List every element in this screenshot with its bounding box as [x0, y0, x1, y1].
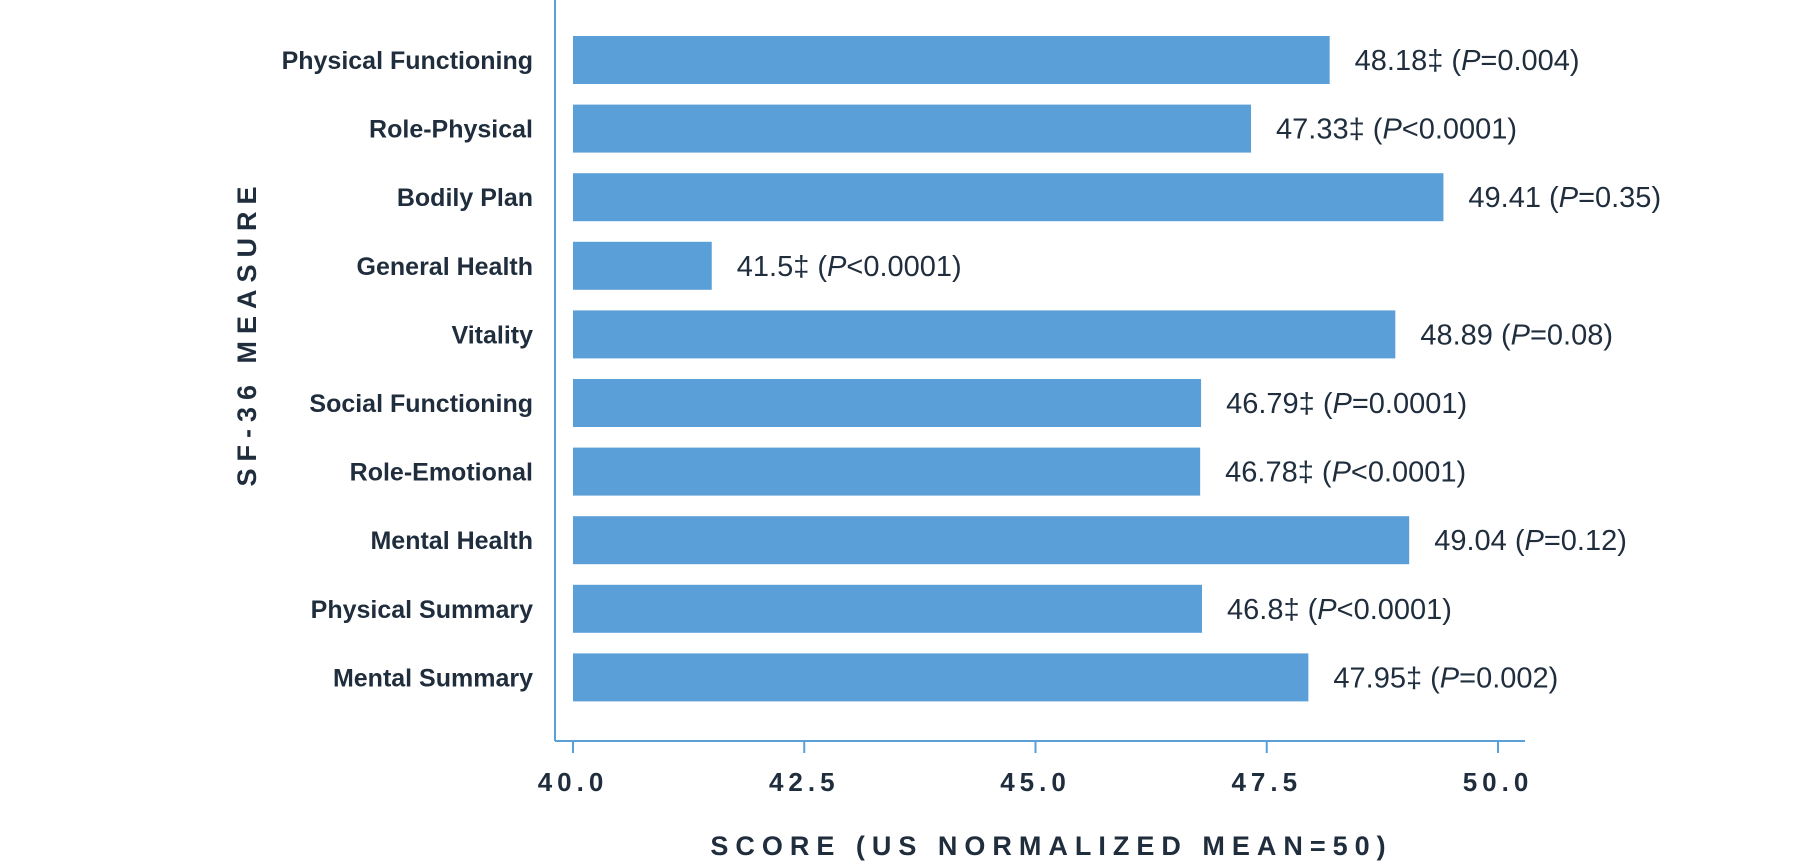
- bar: [573, 241, 712, 290]
- data-label-open: (: [1314, 457, 1332, 489]
- data-label-pvalue: =0.08: [1530, 319, 1603, 351]
- data-label-value: 49.41: [1468, 182, 1541, 214]
- data-label-close: ): [1442, 594, 1452, 626]
- data-label-open: (: [1507, 525, 1525, 557]
- p-symbol: P: [1440, 662, 1460, 694]
- data-label-open: (: [1443, 45, 1461, 77]
- data-label-close: ): [1651, 182, 1661, 214]
- data-label-close: ): [1507, 114, 1517, 146]
- data-label-value: 48.18‡: [1355, 45, 1444, 77]
- category-label: Social Functioning: [309, 390, 533, 418]
- data-label: 41.5‡ (P<0.0001): [737, 251, 962, 283]
- data-label-close: ): [952, 251, 962, 283]
- data-label: 46.8‡ (P<0.0001): [1227, 594, 1452, 626]
- category-label: Role-Physical: [369, 116, 533, 144]
- data-label-pvalue: =0.0001: [1352, 388, 1458, 420]
- data-label-pvalue: <0.0001: [1351, 457, 1457, 489]
- data-label: 47.95‡ (P=0.002): [1333, 662, 1558, 694]
- bar: [573, 310, 1396, 359]
- data-label-open: (: [1300, 594, 1318, 626]
- data-labels: 48.18‡ (P=0.004)47.33‡ (P<0.0001)49.41 (…: [737, 45, 1661, 694]
- p-symbol: P: [1559, 182, 1579, 214]
- data-label-value: 48.89: [1420, 319, 1493, 351]
- p-symbol: P: [1524, 525, 1544, 557]
- data-label-open: (: [1422, 662, 1440, 694]
- data-label-value: 47.95‡: [1333, 662, 1422, 694]
- data-label-close: ): [1603, 319, 1613, 351]
- p-symbol: P: [1332, 457, 1352, 489]
- category-label: Bodily Plan: [397, 184, 533, 212]
- category-label: Role-Emotional: [350, 459, 533, 487]
- data-label-open: (: [1315, 388, 1333, 420]
- p-symbol: P: [1332, 388, 1352, 420]
- data-label: 49.04 (P=0.12): [1434, 525, 1627, 557]
- data-label-pvalue: <0.0001: [1402, 114, 1508, 146]
- data-label: 48.89 (P=0.08): [1420, 319, 1613, 351]
- bar: [573, 379, 1202, 427]
- data-label: 46.78‡ (P<0.0001): [1225, 457, 1466, 489]
- data-label-pvalue: =0.12: [1544, 525, 1617, 557]
- bar: [573, 104, 1252, 153]
- data-label-pvalue: =0.004: [1480, 45, 1570, 77]
- data-label-close: ): [1570, 45, 1580, 77]
- p-symbol: P: [1382, 114, 1402, 146]
- category-label: Mental Summary: [333, 664, 533, 692]
- data-label-pvalue: <0.0001: [846, 251, 952, 283]
- bar: [573, 516, 1410, 565]
- p-symbol: P: [827, 251, 847, 283]
- x-ticks: 40.0 42.5 45.0 47.5 50.0: [538, 741, 1534, 797]
- bars-group: [573, 36, 1444, 702]
- x-tick-label: 50.0: [1463, 767, 1534, 797]
- data-label-value: 46.8‡: [1227, 594, 1300, 626]
- x-axis-title: SCORE (US NORMALIZED MEAN=50): [710, 831, 1392, 861]
- p-symbol: P: [1461, 45, 1481, 77]
- data-label-open: (: [1541, 182, 1559, 214]
- data-label-pvalue: =0.002: [1459, 662, 1549, 694]
- bar: [573, 173, 1444, 222]
- x-tick-label: 40.0: [538, 767, 609, 797]
- data-label: 47.33‡ (P<0.0001): [1276, 114, 1517, 146]
- data-label-close: ): [1457, 457, 1467, 489]
- bar: [573, 584, 1202, 633]
- category-label: Physical Functioning: [282, 47, 533, 75]
- data-label-close: ): [1617, 525, 1627, 557]
- x-tick-label: 47.5: [1231, 767, 1302, 797]
- category-label: Vitality: [451, 321, 533, 349]
- category-labels: Physical Functioning Role-Physical Bodily …: [282, 47, 534, 692]
- data-label-value: 46.79‡: [1226, 388, 1315, 420]
- data-label-pvalue: =0.35: [1578, 182, 1651, 214]
- data-label-value: 41.5‡: [737, 251, 810, 283]
- data-label: 48.18‡ (P=0.004): [1355, 45, 1580, 77]
- category-label: Physical Summary: [311, 596, 533, 624]
- bar: [573, 653, 1309, 702]
- x-tick-label: 45.0: [1000, 767, 1071, 797]
- data-label-pvalue: <0.0001: [1337, 594, 1443, 626]
- bar: [573, 36, 1330, 84]
- data-label: 49.41 (P=0.35): [1468, 182, 1661, 214]
- axes: [554, 0, 1525, 742]
- p-symbol: P: [1317, 594, 1337, 626]
- data-label-value: 49.04: [1434, 525, 1507, 557]
- bar: [573, 447, 1201, 496]
- x-tick-label: 42.5: [769, 767, 840, 797]
- data-label-open: (: [1365, 114, 1383, 146]
- p-symbol: P: [1511, 319, 1531, 351]
- data-label-open: (: [1493, 319, 1511, 351]
- category-label: Mental Health: [370, 527, 533, 555]
- category-label: General Health: [357, 253, 533, 281]
- data-label-close: ): [1549, 662, 1559, 694]
- data-label-value: 46.78‡: [1225, 457, 1314, 489]
- data-label: 46.79‡ (P=0.0001): [1226, 388, 1467, 420]
- data-label-close: ): [1457, 388, 1467, 420]
- data-label-open: (: [809, 251, 827, 283]
- y-axis-title: SF-36 MEASURE: [232, 179, 262, 486]
- data-label-value: 47.33‡: [1276, 114, 1365, 146]
